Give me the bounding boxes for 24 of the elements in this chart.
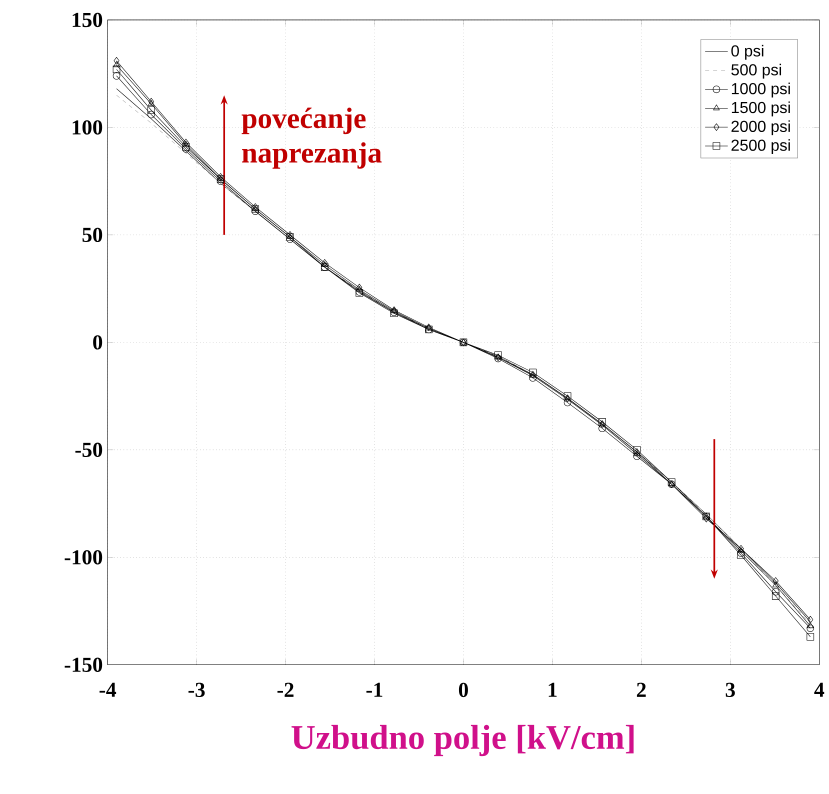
- x-tick-label: 0: [458, 682, 468, 697]
- y-tick-label: -150: [64, 657, 102, 672]
- x-tick-label: -2: [277, 682, 294, 697]
- x-tick-label: 3: [726, 682, 735, 697]
- y-tick-label: -100: [64, 550, 102, 564]
- legend-label: 1000 psi: [732, 82, 790, 98]
- legend-label: 500 psi: [731, 64, 782, 78]
- y-tick-label: -50: [75, 442, 102, 457]
- legend-label: 2000 psi: [732, 120, 790, 136]
- x-tick-label: 1: [548, 682, 557, 697]
- annotation: povećanje naprezanja: [242, 107, 382, 169]
- legend-label: 0 psi: [731, 44, 764, 60]
- x-tick-label: -4: [100, 682, 116, 697]
- y-tick-label: 150: [72, 12, 102, 27]
- x-tick-label: -1: [366, 682, 382, 697]
- legend-label: 1500 psi: [732, 101, 790, 116]
- x-tick-label: -3: [188, 682, 205, 697]
- y-tick-label: 100: [72, 120, 102, 134]
- x-tick-label: 2: [636, 682, 646, 697]
- y-tick-label: 50: [82, 228, 102, 242]
- x-axis-title: Uzbudno polje [kV/cm]: [292, 724, 634, 756]
- y-tick-label: 0: [93, 335, 102, 350]
- legend-label: 2500 psi: [732, 139, 790, 154]
- x-tick-label: 4: [814, 682, 824, 697]
